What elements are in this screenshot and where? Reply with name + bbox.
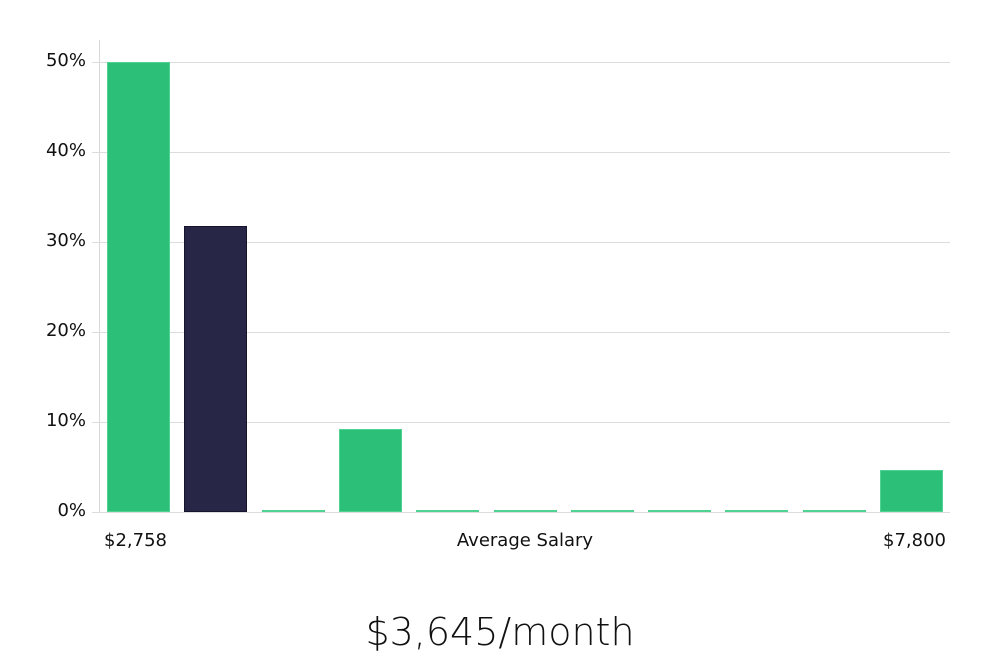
gridline — [92, 512, 950, 513]
x-axis-title: Average Salary — [456, 530, 594, 551]
histogram-bar-highlighted — [184, 225, 248, 512]
average-salary-summary: $3,645/month — [365, 610, 635, 654]
gridline — [92, 152, 950, 153]
gridline — [92, 242, 950, 243]
histogram-bar — [802, 510, 866, 512]
gridline — [92, 62, 950, 63]
histogram-bar — [648, 510, 712, 512]
y-tick-label: 0% — [57, 500, 86, 521]
y-axis-line — [99, 40, 100, 513]
gridline — [92, 422, 950, 423]
x-min-label: $2,758 — [104, 530, 167, 551]
histogram-bar — [338, 429, 402, 512]
histogram-bar — [416, 510, 480, 512]
x-max-label: $7,800 — [883, 530, 946, 551]
salary-histogram: 0% 10% 20% 30% 40% 50% — [45, 40, 950, 521]
gridline — [92, 332, 950, 333]
histogram-bar — [493, 510, 557, 512]
histogram-bar — [725, 510, 789, 512]
histogram-bar — [261, 510, 325, 512]
y-tick-label: 20% — [45, 320, 86, 341]
histogram-bar — [880, 469, 943, 512]
y-tick-label: 40% — [45, 140, 86, 161]
y-tick-label: 50% — [45, 50, 86, 71]
histogram-bar — [570, 510, 634, 512]
y-tick-label: 30% — [45, 230, 86, 251]
y-tick-label: 10% — [45, 410, 86, 431]
histogram-bar — [107, 62, 170, 512]
